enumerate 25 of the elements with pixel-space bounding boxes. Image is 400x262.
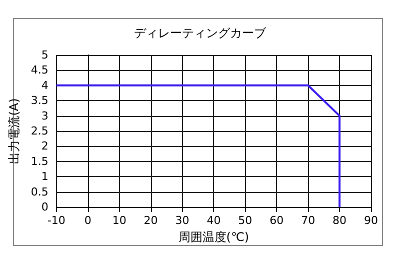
y-tick-label: 3.5 — [30, 94, 48, 108]
x-tick-label: 70 — [301, 214, 316, 227]
x-tick-label: 90 — [364, 214, 378, 227]
x-tick-label: 60 — [270, 214, 284, 227]
x-axis-title: 周囲温度(℃) — [178, 230, 250, 244]
x-tick-label: 20 — [144, 214, 158, 227]
chart-title: ディレーティングカーブ — [134, 26, 267, 40]
x-tick-label: 40 — [206, 214, 221, 227]
y-tick-label: 2.5 — [30, 124, 48, 138]
x-tick-label: 0 — [84, 214, 92, 227]
y-tick-label: 3 — [41, 109, 48, 122]
y-tick-label: 4 — [41, 78, 48, 92]
y-tick-label: 0.5 — [30, 185, 48, 198]
y-axis-title: 出力電流(A) — [7, 98, 21, 164]
x-tick-label: -10 — [47, 214, 66, 227]
y-tick-label: 2 — [41, 140, 48, 153]
y-tick-label: 1.5 — [30, 154, 48, 168]
x-tick-label: 10 — [112, 214, 126, 227]
x-tick-label: 30 — [175, 214, 190, 227]
y-tick-label: 0 — [41, 200, 48, 214]
y-tick-label: 1 — [41, 170, 48, 184]
x-tick-label: 80 — [332, 214, 347, 227]
y-tick-label: 5 — [41, 48, 48, 62]
y-tick-label: 4.5 — [30, 64, 48, 77]
x-tick-label: 50 — [238, 214, 252, 227]
